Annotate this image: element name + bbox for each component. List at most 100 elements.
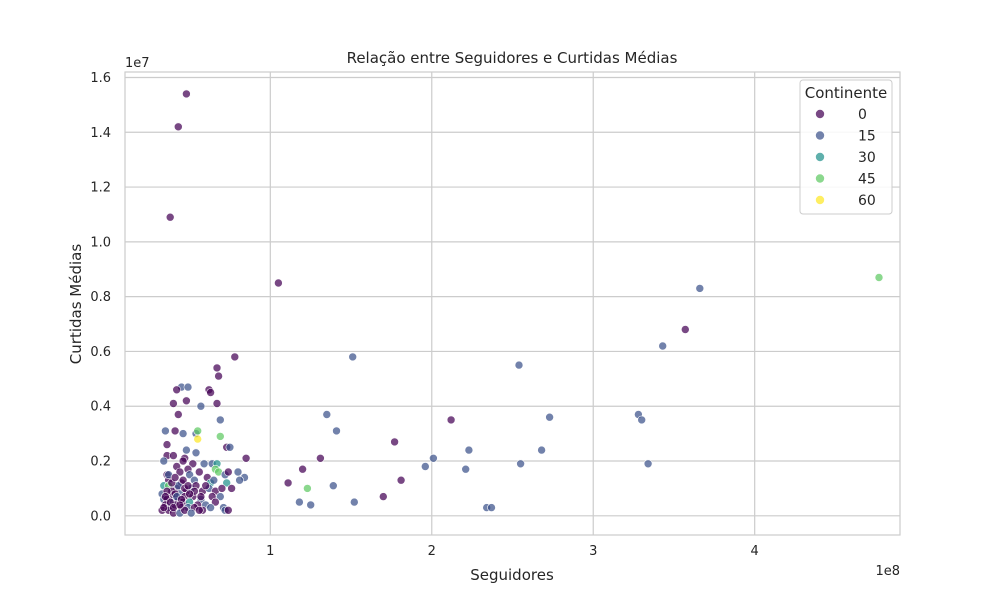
data-point: [274, 278, 283, 288]
legend-label: 60: [858, 193, 876, 209]
data-point: [188, 459, 198, 469]
data-point: [332, 426, 341, 436]
data-point: [209, 475, 219, 485]
y-tick-label: 1.0: [90, 235, 111, 250]
data-point: [322, 410, 332, 419]
data-point: [233, 467, 243, 477]
legend-label: 15: [858, 129, 876, 145]
x-tick-label: 3: [589, 544, 597, 559]
legend-label: 0: [858, 107, 867, 123]
data-point: [487, 503, 496, 512]
legend-label: 45: [858, 172, 876, 188]
data-point: [199, 459, 209, 469]
plot-area: [124, 71, 901, 536]
data-point: [196, 401, 206, 411]
data-point: [201, 481, 210, 491]
x-axis-offset-text: 1e8: [875, 564, 900, 579]
data-point: [182, 445, 191, 455]
data-point: [195, 467, 204, 477]
data-point: [378, 492, 388, 501]
data-point: [183, 481, 193, 491]
data-point: [446, 415, 456, 425]
data-point: [159, 456, 169, 466]
y-tick-label: 0.4: [90, 400, 111, 415]
x-tick-label: 4: [751, 544, 759, 559]
data-point: [182, 89, 191, 99]
y-tick-label: 1.4: [90, 126, 111, 141]
data-point: [191, 448, 201, 458]
y-tick-label: 0.6: [90, 345, 111, 360]
data-point: [175, 500, 185, 510]
data-point: [206, 503, 215, 512]
data-point: [643, 459, 653, 469]
data-point: [206, 388, 215, 397]
x-tick-label: 1: [266, 544, 274, 559]
data-point: [172, 385, 181, 395]
data-point: [212, 363, 222, 373]
data-point: [514, 360, 524, 370]
data-point: [461, 464, 471, 474]
data-point: [185, 489, 194, 499]
data-point: [464, 445, 474, 455]
y-tick-label: 1.6: [90, 71, 111, 86]
data-point: [214, 371, 223, 381]
data-points: [157, 89, 884, 518]
data-point: [695, 284, 705, 293]
legend-marker: [815, 152, 825, 162]
data-point: [420, 462, 430, 471]
data-point: [216, 432, 225, 441]
y-axis-ticks: 0.0 0.2 0.4 0.6 0.8 1.0 1.2 1.4 1.6: [90, 71, 111, 524]
data-point: [217, 484, 227, 493]
data-point: [182, 396, 191, 406]
data-point: [349, 497, 359, 507]
data-point: [328, 481, 338, 491]
data-point: [216, 492, 225, 501]
x-axis-label: Seguidores: [470, 566, 554, 584]
data-point: [169, 399, 178, 408]
data-point: [348, 352, 358, 362]
data-point: [159, 503, 169, 512]
data-point: [165, 212, 175, 222]
data-point: [637, 415, 647, 425]
legend-marker: [815, 131, 825, 140]
data-point: [230, 352, 240, 362]
data-point: [174, 410, 183, 419]
chart-title: Relação entre Seguidores e Curtidas Médi…: [347, 49, 678, 67]
grid: [125, 72, 900, 535]
x-axis-ticks: 1 2 3 4: [266, 544, 759, 559]
legend-title: Continente: [805, 84, 888, 102]
data-point: [178, 429, 188, 438]
data-point: [390, 437, 399, 447]
data-point: [227, 484, 236, 493]
data-point: [537, 445, 546, 455]
legend: Continente 0 15 30 45 60: [799, 79, 893, 215]
data-point: [658, 341, 668, 351]
data-point: [186, 508, 196, 518]
data-point: [295, 497, 304, 507]
data-point: [222, 478, 231, 488]
legend-marker: [815, 195, 825, 205]
data-point: [306, 500, 316, 510]
legend-marker: [815, 174, 825, 183]
data-point: [225, 442, 235, 452]
y-tick-label: 0.0: [90, 509, 111, 524]
data-point: [178, 456, 188, 466]
data-point: [175, 467, 185, 477]
data-point: [298, 464, 307, 474]
y-axis-label: Curtidas Médias: [67, 244, 85, 365]
data-point: [516, 459, 525, 469]
data-point: [162, 440, 172, 449]
data-point: [545, 412, 554, 422]
data-point: [185, 470, 194, 480]
data-point: [224, 467, 233, 477]
y-tick-label: 0.8: [90, 290, 111, 305]
data-point: [874, 273, 884, 282]
data-point: [161, 492, 170, 501]
data-point: [193, 434, 202, 444]
data-point: [680, 325, 690, 334]
data-point: [178, 475, 188, 485]
data-point: [316, 453, 325, 463]
data-point: [195, 505, 204, 515]
data-point: [303, 484, 312, 493]
